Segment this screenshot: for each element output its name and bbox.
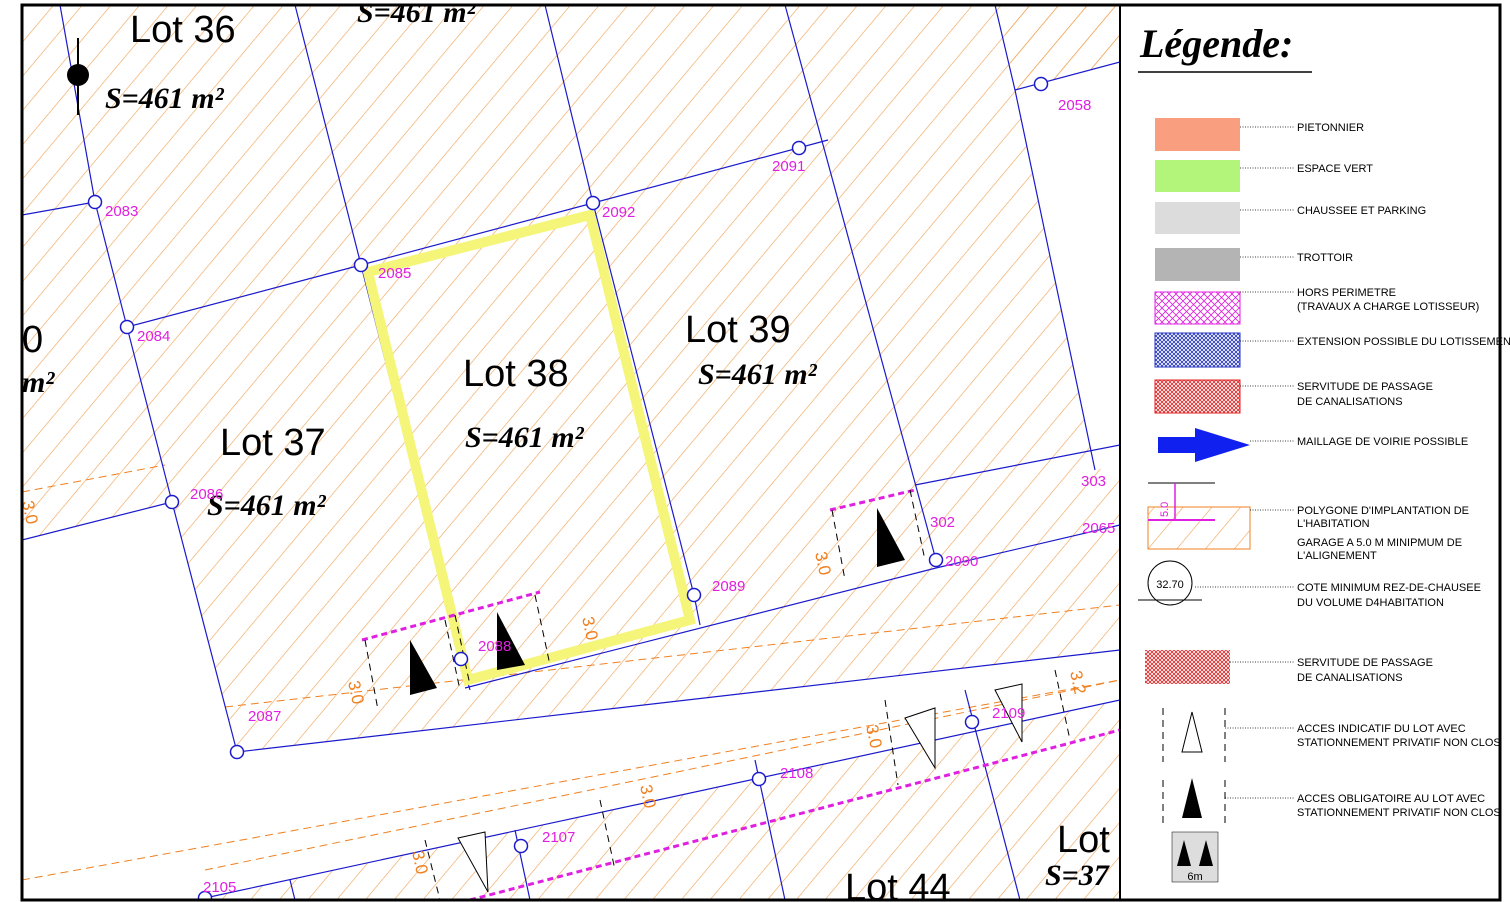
survey-point [1035,78,1048,91]
legend-text: STATIONNEMENT PRIVATIF NON CLOS [1297,737,1501,749]
survey-point [231,746,244,759]
survey-point [753,773,766,786]
legend-text: MAILLAGE DE VOIRIE POSSIBLE [1297,436,1468,448]
survey-point [166,496,179,509]
legend-text: GARAGE A 5.0 M MINIPMUM DE [1297,537,1462,549]
area-label: S=461 m² [207,489,327,522]
point-number: 2085 [378,265,411,282]
symbol-text: 32.70 [1156,579,1184,591]
legend-text: EXTENSION POSSIBLE DU LOTISSEMENT [1297,336,1510,348]
lot-label: Lot 44 [845,867,951,902]
point-number: 302 [930,514,955,531]
legend-text: TROTTOIR [1297,252,1353,264]
point-number: 2065 [1082,520,1115,537]
point-number: 2107 [542,829,575,846]
point-number: 303 [1081,473,1106,490]
point-number: 2089 [712,578,745,595]
point-number: 2084 [137,328,170,345]
legend-title: Légende: [1139,21,1293,66]
legend-text: COTE MINIMUM REZ-DE-CHAUSEE [1297,582,1481,594]
legend-text: (TRAVAUX A CHARGE LOTISSEUR) [1297,301,1479,313]
hatched-lots [22,5,1120,752]
lot-label: Lot 39 [685,309,791,351]
symbol-text: 5.0 [1159,502,1171,517]
point-number: 2087 [248,708,281,725]
survey-point [793,142,806,155]
area-label: S=461 m² [105,82,225,115]
legend-text: ACCES OBLIGATOIRE AU LOT AVEC [1297,793,1485,805]
lot-label: Lot 38 [463,353,569,395]
legend: Légende: PIETONNIER ESPACE VERT CHAUSSEE E… [1138,21,1510,883]
dimension-label: 3.0 [862,723,886,750]
map: Lot 36 0 Lot 37 Lot 38 Lot 39 Lot 44 Lot S=461 … [18,0,1120,902]
site-plan: Lot 36 0 Lot 37 Lot 38 Lot 39 Lot 44 Lot S=461 … [0,0,1510,902]
legend-text: PIETONNIER [1297,122,1364,134]
area-label: S=461 m² [698,358,818,391]
survey-point [121,321,134,334]
point-number: 2083 [105,203,138,220]
point-number: 2105 [203,879,236,896]
point-number: 2108 [780,765,813,782]
point-number: 2090 [945,553,978,570]
legend-text: L'ALIGNEMENT [1297,550,1377,562]
survey-point [355,259,368,272]
survey-point [930,554,943,567]
survey-point [89,196,102,209]
legend-text: ESPACE VERT [1297,163,1373,175]
lot-label: Lot 36 [130,9,236,51]
legend-text: DE CANALISATIONS [1297,672,1403,684]
area-label: m² [22,366,55,399]
point-number: 2058 [1058,97,1091,114]
legend-text: ACCES INDICATIF DU LOT AVEC [1297,723,1466,735]
area-label: S=461 m² [465,421,585,454]
point-number: 2092 [602,204,635,221]
survey-point [587,197,600,210]
point-number: 2091 [772,158,805,175]
point-number: 2086 [190,486,223,503]
survey-point [515,840,528,853]
survey-point [966,716,979,729]
survey-point [688,589,701,602]
lot-label: 0 [22,319,43,361]
dimension-label: 3.2 [1066,669,1090,696]
lot-label: Lot [1057,819,1110,861]
lot-label: Lot 37 [220,422,326,464]
legend-text: DU VOLUME D4HABITATION [1297,597,1444,609]
legend-text: STATIONNEMENT PRIVATIF NON CLOS [1297,807,1501,819]
legend-text: SERVITUDE DE PASSAGE [1297,657,1433,669]
legend-text: HORS PERIMETRE [1297,287,1396,299]
legend-text: L'HABITATION [1297,518,1370,530]
legend-text: POLYGONE D'IMPLANTATION DE [1297,505,1469,517]
symbol-text: 6m [1187,871,1202,883]
point-number: 2109 [992,705,1025,722]
legend-text: DE CANALISATIONS [1297,396,1403,408]
area-label: S=37 [1045,859,1110,892]
point-number: 2088 [478,638,511,655]
legend-text: CHAUSSEE ET PARKING [1297,205,1426,217]
survey-point [455,653,468,666]
legend-text: SERVITUDE DE PASSAGE [1297,381,1433,393]
